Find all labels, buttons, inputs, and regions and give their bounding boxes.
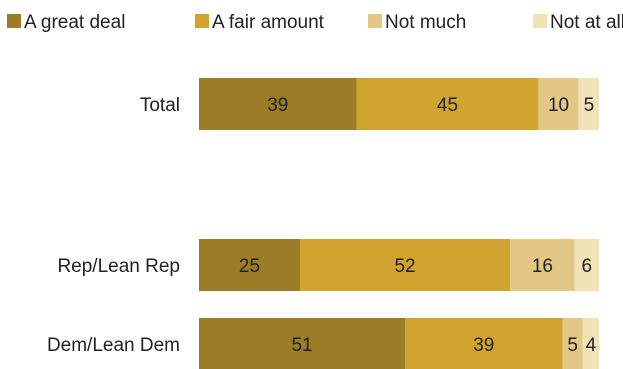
data-label-total-not-at-all: 5 [584, 95, 595, 116]
legend-label-not-much: Not much [385, 12, 466, 33]
legend-swatch-a-great-deal [7, 14, 21, 28]
data-label-dem-lean-dem-a-great-deal: 51 [291, 335, 312, 356]
data-label-total-a-fair-amount: 45 [437, 95, 458, 116]
bars [199, 78, 599, 369]
legend-label-not-at-all: Not at all [550, 12, 623, 33]
legend: A great deal A fair amount Not much Not at … [7, 12, 623, 33]
bar-total-not-much [538, 78, 579, 130]
data-label-rep-lean-rep-a-great-deal: 25 [239, 256, 260, 277]
legend-label-a-great-deal: A great deal [24, 12, 125, 33]
data-label-total-not-much: 10 [548, 95, 569, 116]
category-labels: Total Rep/Lean Rep Dem/Lean Dem [47, 95, 180, 356]
data-label-dem-lean-dem-not-at-all: 4 [586, 335, 597, 356]
bar-total-not-at-all [578, 78, 599, 130]
bar-dem-lean-dem-not-much [562, 318, 583, 369]
bar-total-a-fair-amount [356, 78, 539, 130]
category-label-dem-lean-dem: Dem/Lean Dem [47, 335, 180, 356]
bar-rep-lean-rep-a-great-deal [199, 239, 300, 291]
bar-rep-lean-rep-not-at-all [574, 239, 599, 291]
legend-swatch-not-much [368, 14, 382, 28]
bar-rep-lean-rep-not-much [510, 239, 575, 291]
category-label-rep-lean-rep: Rep/Lean Rep [57, 256, 180, 277]
bar-dem-lean-dem-not-at-all [582, 318, 599, 369]
legend-swatch-not-at-all [533, 14, 547, 28]
bar-rep-lean-rep-a-fair-amount [300, 239, 511, 291]
legend-swatch-a-fair-amount [195, 14, 209, 28]
data-label-rep-lean-rep-not-at-all: 6 [582, 256, 593, 277]
bar-total-a-great-deal [199, 78, 357, 130]
data-label-total-a-great-deal: 39 [267, 95, 288, 116]
bar-dem-lean-dem-a-fair-amount [405, 318, 563, 369]
data-label-rep-lean-rep-a-fair-amount: 52 [394, 256, 415, 277]
data-label-rep-lean-rep-not-much: 16 [532, 256, 553, 277]
data-label-dem-lean-dem-a-fair-amount: 39 [473, 335, 494, 356]
bar-dem-lean-dem-a-great-deal [199, 318, 406, 369]
data-labels: 39 45 10 525 52 16 651 39 5 4 [239, 95, 597, 356]
data-label-dem-lean-dem-not-much: 5 [567, 335, 578, 356]
category-label-total: Total [140, 95, 180, 116]
legend-label-a-fair-amount: A fair amount [212, 12, 325, 33]
